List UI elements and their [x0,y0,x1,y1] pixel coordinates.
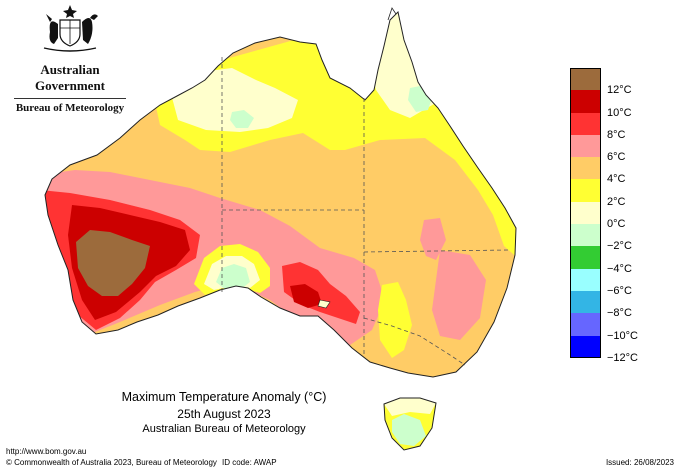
map-date: 25th August 2023 [177,407,271,421]
legend-swatch [570,112,601,135]
map-title: Maximum Temperature Anomaly (°C) [121,390,327,404]
legend-row: 4°C [570,157,638,185]
agency-title: Bureau of Meteorology [15,102,125,114]
cape-york-tip [387,7,397,21]
legend-row: −10°C [570,313,638,342]
legend-label: 10°C [607,106,632,119]
legend-row: −12°C [570,335,638,364]
legend-row: −2°C [570,224,638,252]
legend-label: −12°C [607,351,639,364]
legend-row: 2°C [570,179,638,208]
legend-label: −4°C [607,262,632,275]
legend-label: 0°C [607,218,626,231]
legend-swatch [570,90,601,113]
legend-swatch [570,157,601,180]
legend-row: 0°C [570,201,638,230]
footer-copyright: © Commonwealth of Australia 2023, Bureau… [6,458,217,467]
tasmania-fill [384,398,436,450]
legend-row: 12°C [570,68,638,96]
footer-url[interactable]: http://www.bom.gov.au [6,447,87,456]
government-title: Australian Government [34,62,106,93]
branding-block: Australian Government Bureau of Meteorol… [8,10,132,114]
legend-row: −4°C [570,246,638,275]
mainland-coastline [44,10,517,378]
coat-of-arms-icon [43,5,98,52]
legend-row: 8°C [570,112,638,141]
legend-swatch [570,68,601,91]
legend-label: 2°C [607,195,626,208]
legend-label: 8°C [607,128,626,141]
branding-divider [14,98,126,99]
legend-label: 12°C [607,84,632,97]
legend-label: −10°C [607,329,639,342]
legend-row: −8°C [570,290,638,319]
map-caption: Maximum Temperature Anomaly (°C) 25th Au… [108,390,340,435]
state-borders [221,57,509,366]
tasmania-coastline [383,397,437,451]
legend-label: −2°C [607,240,632,253]
legend-swatch [570,290,601,314]
legend-label: 6°C [607,151,626,164]
legend-row: −6°C [570,268,638,297]
footer-id-code: ID code: AWAP [222,458,277,467]
legend-swatch [570,224,601,247]
legend-row: 6°C [570,134,638,163]
legend-label: −8°C [607,307,632,320]
legend-label: −6°C [607,284,632,297]
kangaroo-island [317,299,331,309]
legend-label: 4°C [607,173,626,186]
color-legend: 12°C 10°C 8°C 6°C 4°C 2°C 0°C −2°C −4°C −6°C −8°C −… [570,68,638,364]
map-source: Australian Bureau of Meteorology [142,423,306,435]
legend-swatch [570,268,601,291]
footer-issued: Issued: 26/08/2023 [605,458,674,467]
legend-swatch [570,201,601,225]
legend-swatch [570,179,601,202]
legend-swatch [570,313,601,336]
legend-row: 10°C [570,90,638,119]
legend-swatch [570,335,601,358]
legend-swatch [570,246,601,269]
legend-swatch [570,134,601,158]
